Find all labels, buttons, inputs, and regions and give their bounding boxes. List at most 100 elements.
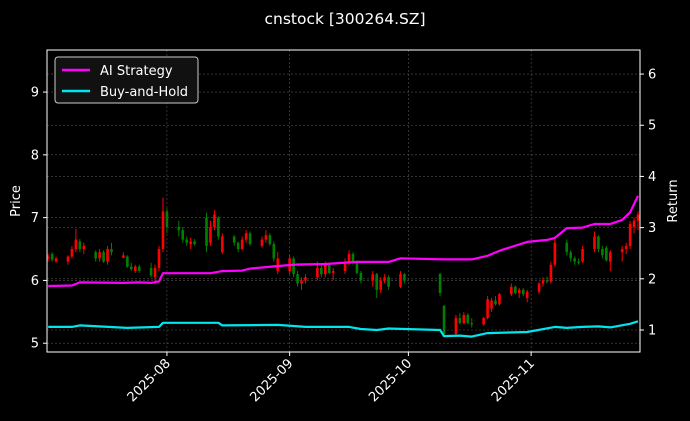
candle xyxy=(605,245,608,262)
candle xyxy=(403,272,406,284)
candle xyxy=(221,233,224,255)
candle-body xyxy=(482,318,485,325)
candle xyxy=(240,236,244,251)
x-tick-label: 2025-08 xyxy=(125,356,174,405)
candle-body xyxy=(462,314,466,324)
candle-body xyxy=(244,233,248,240)
candle-body xyxy=(379,280,382,290)
candle-body xyxy=(636,214,640,221)
candle xyxy=(304,274,307,284)
candle xyxy=(632,217,636,234)
candle xyxy=(153,264,157,282)
candle-body xyxy=(102,252,105,262)
candle-body xyxy=(181,230,185,240)
y-axis-label-left: Price xyxy=(9,185,24,217)
candle-body xyxy=(494,300,497,305)
candle-body xyxy=(149,267,153,276)
candle-body xyxy=(454,318,458,334)
candle xyxy=(296,271,299,287)
candle-body xyxy=(355,262,359,273)
candle-body xyxy=(165,211,169,228)
candle xyxy=(122,252,125,259)
candle xyxy=(74,228,78,253)
candle-body xyxy=(94,252,97,259)
candle xyxy=(438,272,442,297)
candle xyxy=(133,264,137,273)
candle xyxy=(149,262,153,278)
candle xyxy=(379,277,382,293)
y-tick-label-left: 5 xyxy=(31,337,39,352)
candle-body xyxy=(569,252,573,259)
candle xyxy=(482,316,485,326)
candle xyxy=(248,231,252,246)
candle xyxy=(110,242,113,256)
candle xyxy=(498,292,501,306)
strategy-line xyxy=(48,195,639,288)
candle-body xyxy=(50,254,54,260)
candle-body xyxy=(351,254,355,263)
candle xyxy=(272,241,276,262)
candle-body xyxy=(597,236,600,250)
y-tick-label-left: 8 xyxy=(31,148,39,163)
candle xyxy=(375,272,379,299)
candle xyxy=(371,271,375,287)
candle xyxy=(383,274,386,284)
candle xyxy=(458,313,462,325)
candle-body xyxy=(189,241,192,245)
x-tick-label: 2025-09 xyxy=(247,356,296,405)
candle xyxy=(462,311,466,325)
candle xyxy=(636,211,640,231)
candle xyxy=(442,305,446,336)
y-axis-label-right: Return xyxy=(666,179,681,222)
chart-title: cnstock [300264.SZ] xyxy=(264,10,425,28)
candle-body xyxy=(343,261,347,272)
candle xyxy=(359,271,363,284)
candle xyxy=(581,245,584,263)
candle xyxy=(232,235,236,246)
candle xyxy=(205,212,208,253)
candle xyxy=(470,318,474,328)
candle xyxy=(244,230,248,243)
candle-body xyxy=(620,249,624,253)
candle-body xyxy=(260,239,264,246)
candle-body xyxy=(513,286,517,293)
candle-body xyxy=(458,318,462,324)
candle xyxy=(541,277,545,287)
candle xyxy=(486,296,489,320)
candle-body xyxy=(593,236,596,250)
candle xyxy=(193,238,196,246)
candle xyxy=(628,220,632,250)
candle-body xyxy=(106,249,109,262)
y-tick-label-right: 6 xyxy=(648,68,656,83)
candle xyxy=(466,313,470,325)
legend-box xyxy=(54,56,199,104)
candle-body xyxy=(565,242,569,253)
candle-body xyxy=(387,277,390,287)
candle-body xyxy=(327,264,331,273)
candle-body xyxy=(221,236,224,253)
candle xyxy=(217,216,220,240)
candle xyxy=(510,283,513,297)
candle xyxy=(54,256,58,263)
candle-body xyxy=(316,267,319,278)
candle-body xyxy=(126,256,129,267)
candle-body xyxy=(371,274,375,281)
candle xyxy=(161,197,165,253)
candle xyxy=(343,258,347,275)
candle-body xyxy=(525,291,529,299)
candle xyxy=(565,239,569,256)
candle-body xyxy=(161,211,165,250)
candle-body xyxy=(232,236,236,243)
candle-body xyxy=(70,249,74,257)
grid xyxy=(47,50,640,352)
candle-body xyxy=(304,277,307,281)
candle xyxy=(387,275,390,290)
candle-body xyxy=(78,241,82,250)
candle-body xyxy=(320,267,323,275)
candle xyxy=(268,233,272,246)
candle-body xyxy=(601,249,604,256)
candle-body xyxy=(272,244,276,259)
candle-body xyxy=(54,258,58,262)
candle-body xyxy=(573,258,576,262)
candle-body xyxy=(133,266,137,272)
